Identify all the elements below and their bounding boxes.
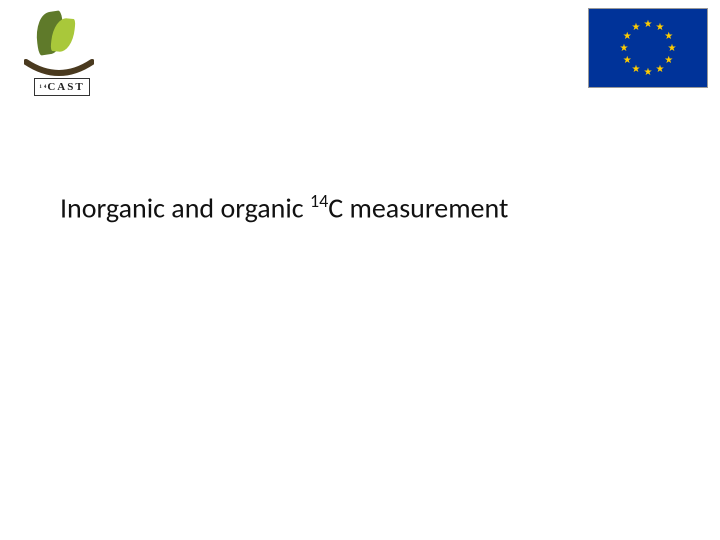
eu-star-icon: ★	[623, 55, 632, 65]
page-title: Inorganic and organic 14C measurement	[60, 190, 680, 225]
eu-star-icon: ★	[644, 67, 653, 77]
title-pre: Inorganic and organic	[60, 190, 310, 225]
eu-star-icon: ★	[632, 64, 641, 74]
eu-star-icon: ★	[656, 22, 665, 32]
eu-flag: ★★★★★★★★★★★★	[588, 8, 708, 88]
eu-star-icon: ★	[664, 31, 673, 41]
eu-star-icon: ★	[644, 19, 653, 29]
eu-star-icon: ★	[668, 43, 677, 53]
eu-star-icon: ★	[623, 31, 632, 41]
cast-logo: 14CAST	[18, 12, 108, 102]
eu-star-icon: ★	[620, 43, 629, 53]
slide: 14CAST ★★★★★★★★★★★★ Inorganic and organi…	[0, 0, 720, 540]
cast-text: CAST	[47, 81, 84, 93]
eu-star-icon: ★	[664, 55, 673, 65]
eu-star-icon: ★	[632, 22, 641, 32]
title-sup: 14	[310, 190, 328, 212]
cast-brand-box: 14CAST	[34, 78, 90, 96]
eu-star-icon: ★	[656, 64, 665, 74]
title-post: C measurement	[328, 190, 508, 225]
